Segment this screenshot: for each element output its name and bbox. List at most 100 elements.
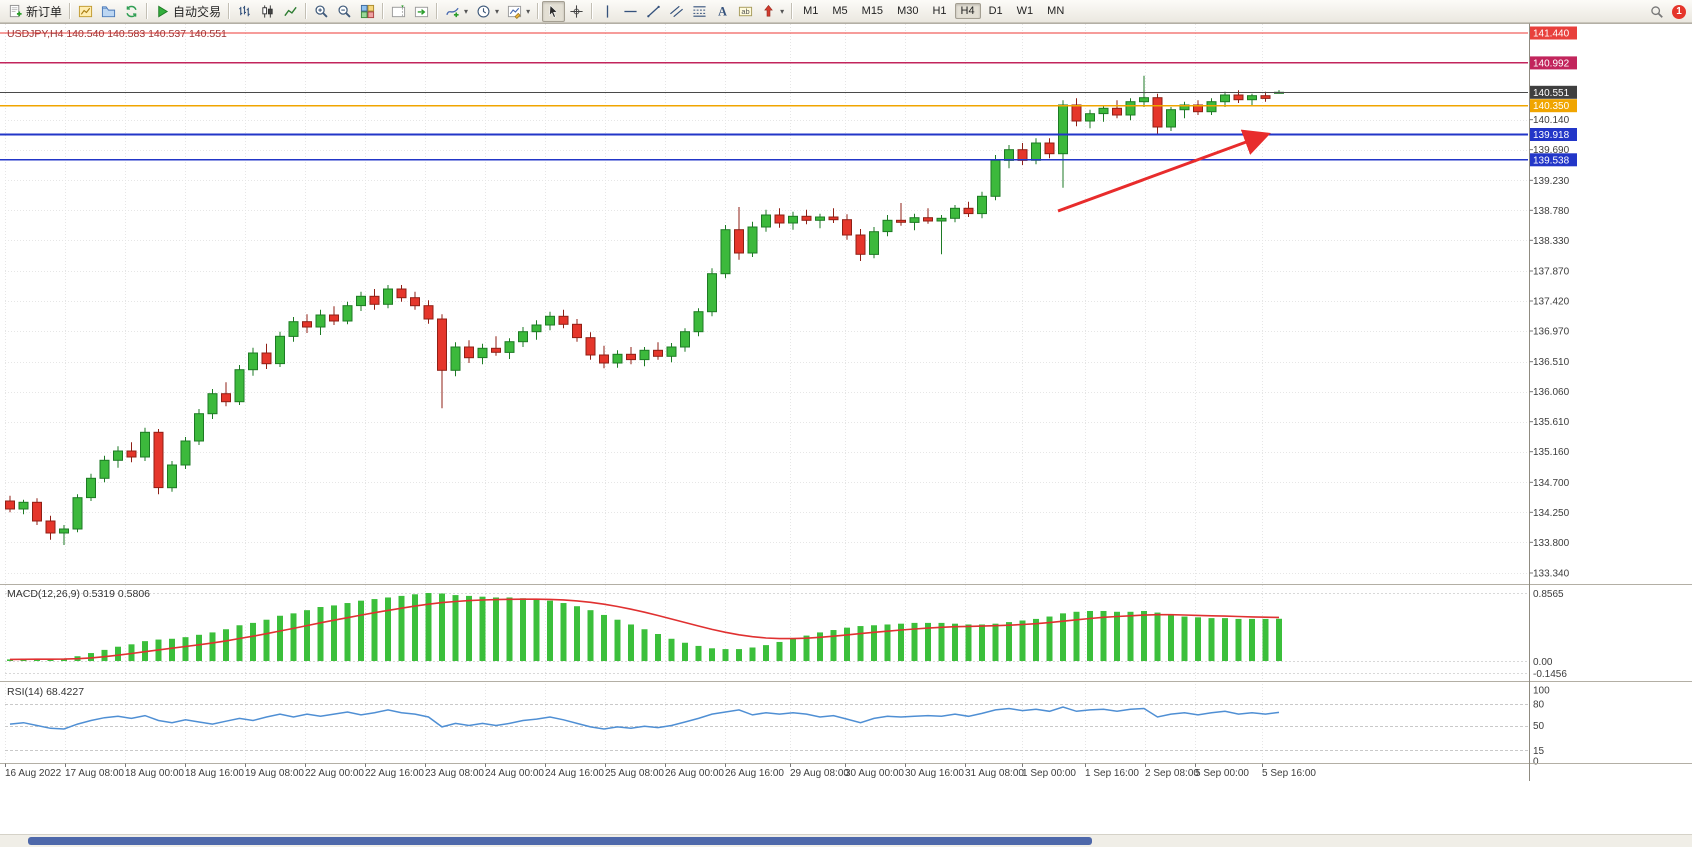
profiles-icon	[101, 4, 116, 19]
vertical-line-icon	[600, 4, 615, 19]
candle	[275, 331, 285, 367]
macd-bar	[250, 622, 256, 661]
candle	[342, 301, 353, 325]
timeframe-m5-button[interactable]: M5	[832, 5, 848, 17]
candle	[855, 229, 866, 261]
candle	[1260, 91, 1271, 102]
arrows-button[interactable]: ▾	[757, 1, 788, 22]
timeframe-m15-button[interactable]: M15	[861, 5, 884, 17]
candle	[140, 427, 150, 461]
candle	[801, 209, 812, 225]
timeframe-w1-button[interactable]: W1	[1016, 5, 1034, 17]
candle	[869, 227, 879, 259]
line-chart-button[interactable]	[279, 1, 302, 22]
macd-bar	[1060, 613, 1066, 661]
svg-text:15: 15	[1533, 746, 1545, 757]
tile-windows-button[interactable]	[356, 1, 379, 22]
toolbar-separator	[305, 3, 308, 19]
chart-shift-button[interactable]	[387, 1, 410, 22]
templates-icon	[507, 4, 522, 19]
candlestick-icon	[260, 4, 275, 19]
svg-text:100: 100	[1533, 686, 1550, 697]
autotrading-button[interactable]: 自动交易	[151, 1, 225, 22]
templates-button[interactable]: ▾	[503, 1, 534, 22]
price-badge: 140.350	[1530, 99, 1577, 113]
charts-button[interactable]	[74, 1, 97, 22]
macd-bar	[844, 627, 850, 661]
macd-bar	[1262, 618, 1269, 661]
macd-bar	[911, 622, 918, 661]
candle	[410, 291, 420, 310]
macd-bar	[1195, 617, 1201, 661]
macd-bar	[695, 645, 702, 661]
macd-bar	[763, 645, 769, 661]
profiles-button[interactable]	[97, 1, 120, 22]
macd-bar	[1222, 618, 1228, 661]
timeframe-d1-button[interactable]: D1	[988, 5, 1003, 17]
timeframe-h4-button[interactable]: H4	[954, 3, 981, 19]
candle	[221, 382, 231, 407]
tile-windows-icon	[360, 4, 375, 19]
candle	[720, 225, 731, 279]
timeframe-m1-button[interactable]: M1	[803, 5, 819, 17]
macd-bar	[1154, 612, 1161, 661]
periods-button[interactable]: ▾	[472, 1, 503, 22]
candle	[1139, 75, 1149, 107]
text-button[interactable]: A	[711, 1, 734, 22]
candle	[126, 442, 137, 463]
zoom-in-button[interactable]	[310, 1, 333, 22]
timeframe-h1-button[interactable]: H1	[932, 5, 947, 17]
svg-text:134.700: 134.700	[1533, 478, 1570, 489]
equidistant-channel-button[interactable]	[665, 1, 688, 22]
candle	[693, 308, 704, 337]
text-label-button[interactable]: ab	[734, 1, 757, 22]
toolbar-separator	[537, 3, 540, 19]
hlines-layer[interactable]	[0, 32, 1528, 161]
trend-arrow[interactable]	[1057, 129, 1271, 213]
refresh-button[interactable]	[120, 1, 143, 22]
search-icon[interactable]	[1650, 5, 1664, 19]
macd-bar	[1019, 620, 1026, 661]
svg-text:141.440: 141.440	[1533, 29, 1570, 40]
bar-chart-button[interactable]	[233, 1, 256, 22]
macd-bar	[1087, 610, 1093, 661]
new-order-button[interactable]: 新订单	[4, 1, 66, 22]
cursor-button[interactable]	[542, 0, 566, 22]
horizontal-line-button[interactable]	[619, 1, 642, 22]
horizontal-scrollbar[interactable]	[0, 834, 1692, 847]
price-axis[interactable]: 140.140 139.690 139.230 138.780 138.330 137.8…	[1529, 26, 1578, 580]
dropdown-caret-icon: ▾	[526, 6, 531, 16]
macd-bar	[1168, 614, 1174, 661]
candle	[477, 343, 488, 365]
svg-text:18 Aug 16:00: 18 Aug 16:00	[185, 768, 244, 779]
candle	[1085, 109, 1095, 129]
indicators-button[interactable]: ▾	[441, 1, 472, 22]
timeframe-mn-button[interactable]: MN	[1047, 5, 1065, 17]
scrollbar-thumb[interactable]	[28, 837, 1092, 845]
crosshair-button[interactable]	[565, 1, 588, 22]
svg-text:136.060: 136.060	[1533, 387, 1570, 398]
svg-text:24 Aug 00:00: 24 Aug 00:00	[485, 768, 544, 779]
svg-text:25 Aug 08:00: 25 Aug 08:00	[605, 768, 664, 779]
fibonacci-button[interactable]	[688, 1, 711, 22]
candlestick-chart-button[interactable]	[256, 1, 279, 22]
trendline-button[interactable]	[642, 1, 665, 22]
candle	[707, 268, 717, 317]
zoom-out-button[interactable]	[333, 1, 356, 22]
svg-text:134.250: 134.250	[1533, 508, 1570, 519]
vertical-line-button[interactable]	[596, 1, 619, 22]
svg-text:18 Aug 00:00: 18 Aug 00:00	[125, 768, 184, 779]
macd-bar	[736, 649, 742, 661]
timeframe-m30-button[interactable]: M30	[897, 5, 919, 17]
notification-badge[interactable]: 1	[1672, 4, 1686, 19]
time-axis[interactable]: 16 Aug 2022 17 Aug 08:00 18 Aug 00:00 18 Au…	[5, 763, 1316, 780]
candle	[1058, 100, 1068, 188]
svg-text:139.230: 139.230	[1533, 176, 1570, 187]
horizontal-line-icon	[623, 4, 638, 19]
candle	[788, 211, 798, 230]
auto-scroll-button[interactable]	[410, 1, 433, 22]
candle	[383, 285, 393, 309]
svg-text:135.610: 135.610	[1533, 417, 1570, 428]
